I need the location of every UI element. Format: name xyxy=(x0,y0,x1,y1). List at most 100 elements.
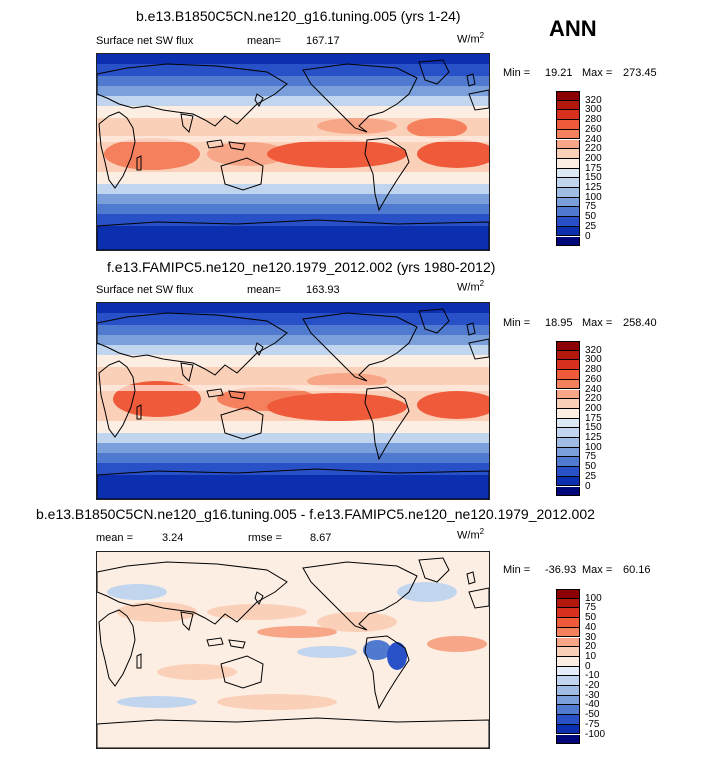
colorbar-tick-label: 40 xyxy=(585,621,597,633)
map-field xyxy=(317,118,397,134)
colorbar-box xyxy=(556,637,580,648)
map-field xyxy=(207,604,307,620)
map-band xyxy=(97,433,489,443)
colorbar-tick-label: -40 xyxy=(585,699,600,711)
map-field xyxy=(317,612,397,632)
colorbar-tick-label: 20 xyxy=(585,641,597,653)
season-label: ANN xyxy=(549,16,597,41)
map-field xyxy=(97,385,489,391)
colorbar-tick-label: 75 xyxy=(585,602,597,614)
colorbar-box xyxy=(556,486,580,497)
coastline xyxy=(364,635,410,710)
map-band xyxy=(97,214,489,226)
map-band xyxy=(97,64,489,76)
map-band xyxy=(97,184,489,194)
map-band xyxy=(97,303,489,313)
colorbar-box xyxy=(556,360,580,371)
colorbar-box xyxy=(556,188,580,198)
colorbar-tick-label: -100 xyxy=(585,728,606,740)
panel2-mean-label: mean= xyxy=(247,284,281,296)
panel1-min-value: 19.21 xyxy=(545,67,573,79)
map-field xyxy=(417,391,489,419)
colorbar-tick-label: -50 xyxy=(585,709,600,721)
map-field xyxy=(417,140,489,168)
colorbar-tick-label: -30 xyxy=(585,689,600,701)
map-field xyxy=(427,636,487,652)
coastline xyxy=(228,639,246,649)
map-field xyxy=(363,640,391,660)
coastline xyxy=(468,587,489,609)
colorbar-tick-label: 240 xyxy=(585,133,602,145)
colorbar-tick-label: 175 xyxy=(585,162,602,174)
coastline xyxy=(302,561,418,631)
panel1-title: b.e13.B1850C5CN.ne120_g16.tuning.005 (yr… xyxy=(136,8,461,24)
map-band xyxy=(97,172,489,184)
panel2-min-label: Min = xyxy=(503,317,531,329)
map-field xyxy=(387,642,407,670)
colorbar-tick-label: 75 xyxy=(585,451,597,463)
colorbar-box xyxy=(556,428,580,438)
coastline xyxy=(98,360,136,438)
colorbar-tick-label: 10 xyxy=(585,650,597,662)
colorbar-box xyxy=(556,110,580,121)
map-band xyxy=(97,463,489,475)
colorbar-tick-label: -20 xyxy=(585,680,600,691)
panel3-title: b.e13.B1850C5CN.ne120_g16.tuning.005 - f… xyxy=(36,506,595,522)
coastline xyxy=(220,406,264,440)
coastline xyxy=(180,611,194,631)
map-band xyxy=(97,86,489,96)
colorbar-tick-label: 320 xyxy=(585,94,602,106)
coastline xyxy=(254,591,264,605)
panel3-max-value: 60.16 xyxy=(623,564,651,576)
map-field xyxy=(257,626,337,638)
colorbar-tick-label: 175 xyxy=(585,412,602,424)
coastline xyxy=(220,655,264,689)
panel1-min-label: Min = xyxy=(503,67,531,79)
colorbar-tick-label: 200 xyxy=(585,402,602,414)
map-background xyxy=(97,552,489,748)
colorbar-box xyxy=(556,139,580,150)
map-band xyxy=(97,313,489,325)
colorbar-box xyxy=(556,447,580,458)
colorbar-tick-label: 260 xyxy=(585,373,602,385)
map-field xyxy=(267,140,407,168)
coastline xyxy=(466,571,476,585)
coastline xyxy=(302,63,418,133)
colorbar-box xyxy=(556,178,580,188)
map-band xyxy=(97,475,489,499)
panel3-mean-label: mean = xyxy=(96,532,133,544)
panel1-mean-label: mean= xyxy=(247,35,281,47)
coastline xyxy=(180,362,194,382)
colorbar-tick-label: -10 xyxy=(585,670,600,682)
colorbar-box xyxy=(556,686,580,696)
colorbar-box xyxy=(556,467,580,477)
colorbar-box xyxy=(556,705,580,716)
coastline xyxy=(206,637,224,647)
colorbar-tick-label: 220 xyxy=(585,143,602,155)
colorbar-box xyxy=(556,197,580,208)
coastline xyxy=(136,155,142,171)
map-field xyxy=(297,646,357,658)
coastline xyxy=(97,561,288,625)
map-field xyxy=(107,584,167,600)
panel2-max-value: 258.40 xyxy=(623,317,657,329)
coastline xyxy=(136,653,142,669)
colorbar-box xyxy=(556,666,580,677)
colorbar-box xyxy=(556,341,580,351)
coastline xyxy=(466,322,476,336)
colorbar-tick-label: 0 xyxy=(585,230,591,242)
coastline xyxy=(180,113,194,133)
map-band xyxy=(97,421,489,433)
colorbar-tick-label: 0 xyxy=(585,660,591,672)
panel2-variable: Surface net SW flux xyxy=(96,284,194,296)
colorbar-box xyxy=(556,158,580,169)
colorbar-box xyxy=(556,389,580,400)
panel1-unit: W/m2 xyxy=(457,31,485,46)
panel2-mean-value: 163.93 xyxy=(306,284,340,296)
panel3-mean-value: 3.24 xyxy=(162,532,184,544)
panel1-mean-value: 167.17 xyxy=(306,35,340,47)
colorbar-box xyxy=(556,149,580,159)
colorbar-tick-label: 150 xyxy=(585,422,602,434)
coastline xyxy=(466,73,476,87)
colorbar-box xyxy=(556,120,580,130)
